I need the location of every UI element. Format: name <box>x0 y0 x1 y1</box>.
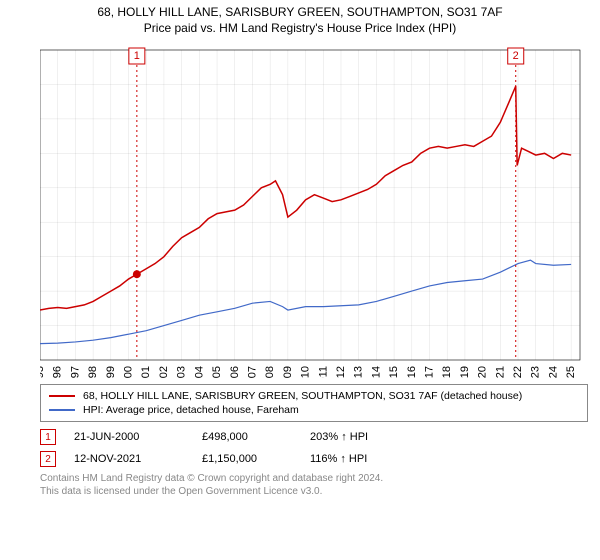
legend-item: 68, HOLLY HILL LANE, SARISBURY GREEN, SO… <box>49 389 579 403</box>
svg-text:2015: 2015 <box>388 366 400 378</box>
svg-text:2003: 2003 <box>176 366 188 378</box>
svg-text:2002: 2002 <box>158 366 170 378</box>
sales-row: 2 12-NOV-2021 £1,150,000 116% ↑ HPI <box>40 448 588 470</box>
svg-text:1997: 1997 <box>69 366 81 378</box>
chart-area: £0£200K£400K£600K£800K£1M£1.2M£1.4M£1.6M… <box>40 38 590 378</box>
footer-line: Contains HM Land Registry data © Crown c… <box>40 472 588 485</box>
svg-text:1999: 1999 <box>105 366 117 378</box>
svg-text:2018: 2018 <box>441 366 453 378</box>
svg-text:2021: 2021 <box>494 366 506 378</box>
footer-attribution: Contains HM Land Registry data © Crown c… <box>40 472 588 498</box>
legend-item: HPI: Average price, detached house, Fare… <box>49 403 579 417</box>
sale-date: 12-NOV-2021 <box>74 453 184 465</box>
title-line-1: 68, HOLLY HILL LANE, SARISBURY GREEN, SO… <box>0 4 600 20</box>
svg-text:2009: 2009 <box>282 366 294 378</box>
svg-text:2014: 2014 <box>370 366 382 378</box>
svg-text:2025: 2025 <box>565 366 577 378</box>
svg-text:2023: 2023 <box>530 366 542 378</box>
svg-text:2020: 2020 <box>477 366 489 378</box>
svg-text:2017: 2017 <box>424 366 436 378</box>
sale-price: £1,150,000 <box>202 453 292 465</box>
svg-text:2: 2 <box>513 50 519 62</box>
sale-marker-box: 1 <box>40 429 56 445</box>
legend-swatch <box>49 395 75 397</box>
legend-label: 68, HOLLY HILL LANE, SARISBURY GREEN, SO… <box>83 390 522 402</box>
svg-text:2022: 2022 <box>512 366 524 378</box>
line-chart: £0£200K£400K£600K£800K£1M£1.2M£1.4M£1.6M… <box>40 38 590 378</box>
svg-text:2006: 2006 <box>229 366 241 378</box>
sale-price: £498,000 <box>202 431 292 443</box>
svg-text:2001: 2001 <box>140 366 152 378</box>
sale-date: 21-JUN-2000 <box>74 431 184 443</box>
svg-text:2016: 2016 <box>406 366 418 378</box>
svg-text:2008: 2008 <box>264 366 276 378</box>
svg-text:2024: 2024 <box>547 366 559 378</box>
sale-marker-box: 2 <box>40 451 56 467</box>
svg-text:1995: 1995 <box>40 366 46 378</box>
legend-label: HPI: Average price, detached house, Fare… <box>83 404 299 416</box>
sales-table: 1 21-JUN-2000 £498,000 203% ↑ HPI 2 12-N… <box>40 426 588 470</box>
sale-pct-vs-hpi: 116% ↑ HPI <box>310 453 410 465</box>
svg-text:1: 1 <box>134 50 140 62</box>
svg-text:2004: 2004 <box>193 366 205 378</box>
svg-text:2013: 2013 <box>353 366 365 378</box>
svg-text:1996: 1996 <box>52 366 64 378</box>
svg-text:2011: 2011 <box>317 366 329 378</box>
svg-text:2007: 2007 <box>246 366 258 378</box>
footer-line: This data is licensed under the Open Gov… <box>40 485 588 498</box>
chart-title: 68, HOLLY HILL LANE, SARISBURY GREEN, SO… <box>0 0 600 38</box>
svg-text:2010: 2010 <box>300 366 312 378</box>
sales-row: 1 21-JUN-2000 £498,000 203% ↑ HPI <box>40 426 588 448</box>
svg-text:2005: 2005 <box>211 366 223 378</box>
svg-text:2000: 2000 <box>123 366 135 378</box>
svg-text:2012: 2012 <box>335 366 347 378</box>
legend: 68, HOLLY HILL LANE, SARISBURY GREEN, SO… <box>40 384 588 422</box>
title-line-2: Price paid vs. HM Land Registry's House … <box>0 20 600 36</box>
sale-pct-vs-hpi: 203% ↑ HPI <box>310 431 410 443</box>
svg-text:1998: 1998 <box>87 366 99 378</box>
svg-text:2019: 2019 <box>459 366 471 378</box>
legend-swatch <box>49 409 75 411</box>
